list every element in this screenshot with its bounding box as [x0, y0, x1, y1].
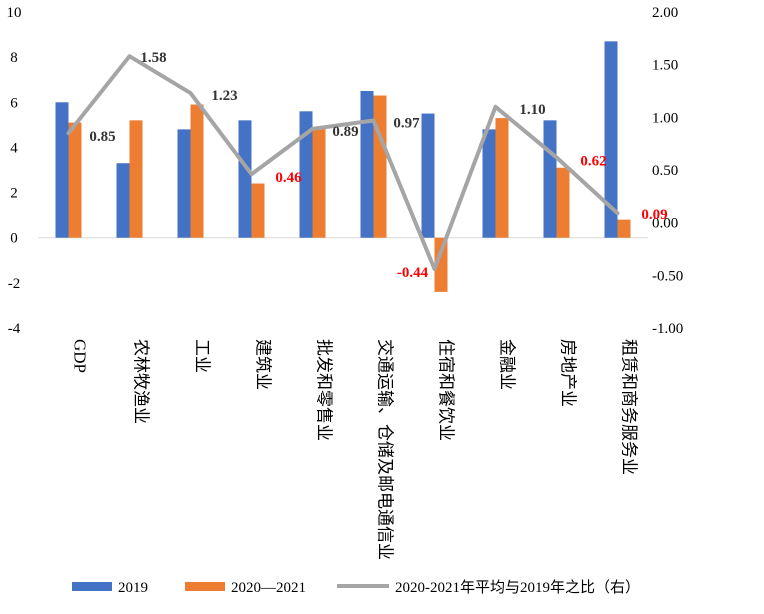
bar-2019 — [116, 163, 130, 238]
category-labels: GDP 农林牧渔业 工业 建筑业 批发和零售业 交通运输、仓储及邮电通信业 住宿和餐饮业 金融… — [71, 339, 639, 560]
legend-label: 2019 — [118, 580, 148, 596]
category-label: 工业 — [193, 339, 212, 373]
legend-swatch — [185, 582, 225, 591]
bars — [55, 41, 631, 292]
ratio-line-point — [67, 131, 70, 135]
bar-2020-2021 — [129, 120, 143, 238]
bar-2019 — [299, 111, 313, 238]
bar-2019 — [55, 102, 69, 238]
ratio-data-label: 0.89 — [332, 124, 358, 140]
ratio-line — [66, 54, 620, 271]
ratio-data-label: 0.46 — [275, 170, 302, 186]
category-label: GDP — [71, 339, 90, 373]
legend-label: 2020-2021年平均与2019年之比（右） — [395, 579, 640, 596]
bar-2019 — [604, 41, 618, 238]
left-axis-tick-label: 4 — [10, 140, 18, 156]
ratio-line-point — [555, 155, 558, 159]
left-axis-tick-label: 8 — [10, 50, 18, 66]
right-axis-tick-label: 1.00 — [652, 110, 678, 126]
ratio-line-point — [128, 54, 131, 58]
category-label: 交通运输、仓储及邮电通信业 — [376, 339, 395, 560]
ratio-data-label: 0.97 — [393, 115, 420, 131]
ratio-line-path — [66, 54, 620, 271]
left-axis-tick-label: 6 — [10, 95, 18, 111]
bar-2019 — [177, 129, 191, 238]
ratio-line-point — [372, 118, 375, 122]
axes: -4 -2 0 2 4 6 8 10 -1.00 -0.50 0.00 0.50 1.00 1.50 2.0… — [7, 5, 684, 337]
left-axis-tick-label: 10 — [7, 5, 22, 21]
ratio-line-point — [433, 267, 436, 271]
ratio-line-point — [189, 91, 192, 95]
legend-label: 2020—2021 — [231, 580, 306, 596]
ratio-data-label: 0.09 — [641, 207, 667, 223]
right-axis-tick-label: 0.00 — [652, 216, 678, 232]
bar-2020-2021 — [434, 237, 448, 292]
bar-2020-2021 — [68, 122, 82, 238]
right-axis-tick-label: -1.00 — [652, 321, 683, 337]
bar-2020-2021 — [312, 127, 326, 238]
ratio-data-label: 1.10 — [519, 102, 545, 118]
ratio-line-point — [494, 105, 497, 109]
right-axis-tick-label: -0.50 — [652, 268, 683, 284]
legend-swatch — [72, 582, 112, 591]
bar-2020-2021 — [190, 104, 204, 238]
right-axis-tick-label: 1.50 — [652, 58, 678, 74]
bar-2020-2021 — [251, 183, 265, 238]
left-axis-tick-label: 2 — [10, 186, 18, 202]
left-axis-tick-label: 0 — [10, 231, 18, 247]
category-label: 房地产业 — [559, 339, 578, 407]
ratio-line-point — [616, 211, 619, 215]
category-label: 金融业 — [498, 339, 517, 390]
bar-2019 — [238, 120, 252, 238]
bar-2019 — [482, 129, 496, 238]
bar-2019 — [360, 91, 374, 238]
ratio-data-label: 1.58 — [140, 50, 166, 66]
right-axis-tick-label: 0.50 — [652, 163, 678, 179]
category-label: 住宿和餐饮业 — [437, 339, 456, 441]
ratio-data-label: 0.85 — [89, 129, 115, 145]
bar-2019 — [421, 113, 435, 238]
left-axis-tick-label: -4 — [8, 321, 21, 337]
ratio-data-label: -0.44 — [397, 265, 429, 281]
category-label: 租赁和商务服务业 — [620, 339, 639, 475]
category-label: 批发和零售业 — [315, 339, 334, 441]
ratio-data-label: 1.23 — [211, 88, 237, 104]
category-label: 建筑业 — [254, 339, 273, 390]
right-axis-tick-label: 2.00 — [652, 5, 678, 21]
ratio-data-label: 0.62 — [580, 153, 606, 169]
legend: 2019 2020—2021 2020-2021年平均与2019年之比（右） — [72, 579, 640, 596]
bar-2020-2021 — [556, 167, 570, 238]
bar-2020-2021 — [617, 219, 631, 238]
bar-2019 — [543, 120, 557, 238]
bar-2020-2021 — [373, 95, 387, 238]
data-labels: 0.85 1.58 1.23 0.46 0.89 0.97 -0.44 1.10 0.62 0.0… — [89, 50, 667, 281]
bar-2020-2021 — [495, 118, 509, 238]
ratio-line-point — [311, 127, 314, 131]
ratio-line-point — [250, 172, 253, 176]
category-label: 农林牧渔业 — [132, 339, 151, 424]
left-axis-tick-label: -2 — [8, 276, 21, 292]
